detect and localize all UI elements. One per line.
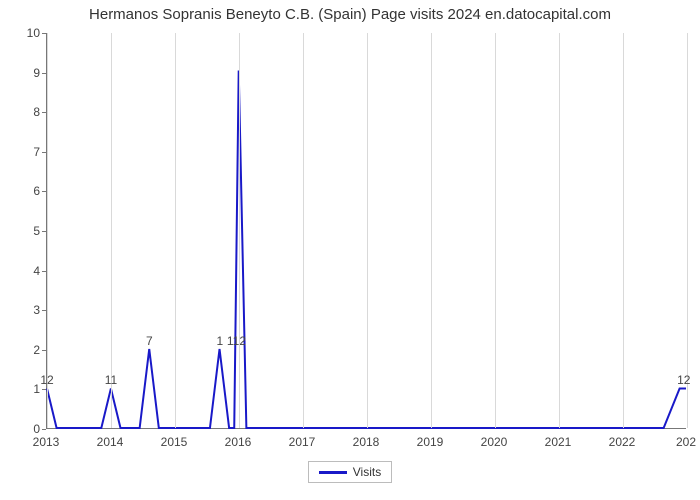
y-tick-label: 7: [6, 145, 40, 159]
y-tick-label: 10: [6, 26, 40, 40]
grid-vertical: [47, 33, 48, 428]
y-tick-label: 0: [6, 422, 40, 436]
grid-vertical: [687, 33, 688, 428]
data-label: 1: [216, 334, 223, 348]
plot-area: 12117111212: [46, 33, 686, 429]
legend: Visits: [0, 455, 700, 483]
y-tick-label: 8: [6, 105, 40, 119]
grid-vertical: [559, 33, 560, 428]
y-tick-mark: [42, 33, 46, 34]
data-label: 112: [227, 334, 246, 348]
x-tick-label: 2019: [417, 435, 444, 449]
y-tick-mark: [42, 271, 46, 272]
y-tick-mark: [42, 350, 46, 351]
grid-vertical: [239, 33, 240, 428]
y-tick-mark: [42, 231, 46, 232]
grid-vertical: [367, 33, 368, 428]
legend-label: Visits: [353, 465, 381, 479]
legend-box: Visits: [308, 461, 392, 483]
y-tick-label: 1: [6, 382, 40, 396]
y-tick-label: 6: [6, 184, 40, 198]
y-tick-label: 5: [6, 224, 40, 238]
chart-title: Hermanos Sopranis Beneyto C.B. (Spain) P…: [0, 0, 700, 25]
grid-vertical: [431, 33, 432, 428]
x-tick-label: 2017: [289, 435, 316, 449]
data-label: 12: [40, 373, 53, 387]
y-tick-mark: [42, 112, 46, 113]
y-tick-label: 2: [6, 343, 40, 357]
x-tick-label: 2014: [97, 435, 124, 449]
x-tick-label: 2015: [161, 435, 188, 449]
y-tick-label: 9: [6, 66, 40, 80]
data-label: 12: [677, 373, 690, 387]
grid-vertical: [623, 33, 624, 428]
x-tick-label: 2022: [609, 435, 636, 449]
grid-vertical: [495, 33, 496, 428]
data-label: 11: [105, 373, 117, 387]
x-tick-label: 2013: [33, 435, 60, 449]
x-tick-label: 2020: [481, 435, 508, 449]
y-tick-label: 4: [6, 264, 40, 278]
grid-vertical: [111, 33, 112, 428]
y-tick-mark: [42, 73, 46, 74]
y-tick-mark: [42, 389, 46, 390]
y-tick-mark: [42, 310, 46, 311]
x-tick-label: 2016: [225, 435, 252, 449]
y-tick-label: 3: [6, 303, 40, 317]
chart-container: 12117111212 0123456789102013201420152016…: [0, 25, 700, 455]
y-tick-mark: [42, 152, 46, 153]
grid-vertical: [175, 33, 176, 428]
y-tick-mark: [42, 429, 46, 430]
y-tick-mark: [42, 191, 46, 192]
x-tick-label: 2021: [545, 435, 572, 449]
x-tick-label: 202: [676, 435, 696, 449]
legend-swatch: [319, 471, 347, 474]
grid-vertical: [303, 33, 304, 428]
data-label: 7: [146, 334, 153, 348]
x-tick-label: 2018: [353, 435, 380, 449]
